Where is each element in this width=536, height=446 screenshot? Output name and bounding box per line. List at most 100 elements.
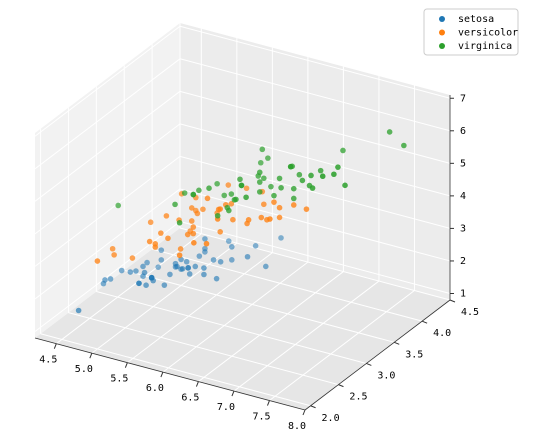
data-point [228, 201, 235, 207]
data-point [271, 199, 277, 205]
grid-line [34, 90, 181, 202]
data-point [127, 269, 134, 275]
y-tick-label: 3.0 [377, 370, 395, 381]
data-point [255, 173, 262, 179]
data-point [386, 129, 393, 135]
data-point [194, 210, 201, 217]
data-point [202, 236, 208, 242]
x-tick-label: 6.0 [146, 383, 164, 394]
left-pane [35, 23, 180, 338]
data-point [147, 219, 154, 226]
data-point [244, 253, 251, 260]
grid-line [96, 290, 367, 364]
data-point [331, 171, 337, 178]
data-point [163, 213, 170, 219]
data-point [115, 202, 121, 209]
x-tick [195, 381, 199, 387]
data-point [290, 195, 297, 202]
data-point [243, 185, 250, 192]
data-point [221, 192, 228, 199]
y-tick-label: 4.0 [433, 328, 451, 339]
x-tick [231, 390, 235, 397]
floor-pane [35, 228, 450, 410]
y-axis [304, 299, 451, 411]
data-point [118, 267, 125, 274]
data-point [278, 235, 284, 241]
legend-label: setosa [458, 14, 494, 25]
data-point [340, 147, 346, 154]
data-point [202, 245, 208, 252]
data-point [299, 177, 306, 184]
x-tick [267, 400, 270, 406]
data-point [192, 263, 199, 270]
grid-line [151, 248, 423, 322]
data-point [188, 205, 195, 211]
data-point [237, 176, 243, 183]
data-point [129, 255, 136, 261]
data-point [229, 244, 235, 250]
grid-line [56, 233, 202, 345]
legend-marker [439, 16, 445, 22]
y-tick [366, 362, 372, 366]
data-point [181, 190, 188, 196]
grid-line [127, 252, 273, 364]
x-tick-label: 6.5 [181, 393, 199, 404]
data-point [276, 214, 283, 221]
data-point [228, 191, 235, 197]
data-point [217, 228, 223, 235]
data-point [262, 263, 269, 270]
data-point [191, 240, 197, 246]
data-point [136, 280, 142, 287]
data-point [143, 282, 149, 289]
data-point [201, 271, 207, 278]
data-point [144, 259, 150, 266]
data-point [196, 253, 203, 259]
data-point [141, 269, 148, 276]
x-tick [53, 343, 57, 349]
data-point [309, 185, 316, 191]
data-point [238, 182, 245, 189]
data-point [296, 171, 303, 178]
x-axis [34, 337, 306, 411]
y-tick [421, 320, 428, 324]
y-tick-label: 3.5 [405, 349, 423, 360]
data-point [257, 159, 264, 166]
data-point [258, 214, 265, 221]
data-point [243, 194, 249, 201]
data-point [256, 189, 263, 195]
data-point [335, 164, 341, 170]
data-point [267, 216, 273, 222]
data-point [214, 180, 220, 187]
grid-line [198, 271, 344, 382]
data-point [152, 244, 159, 250]
axes: 4.5 5.0 5.5 6.0 6.5 7.0 7.5 8.0 2.0 2.5 3.0 3.5 4.0 4… [34, 93, 479, 432]
x-tick [160, 371, 164, 378]
data-point [214, 212, 221, 219]
data-point [215, 206, 222, 213]
x-tick-label: 7.0 [217, 402, 235, 413]
grid-line [179, 227, 451, 301]
data-point [111, 252, 117, 258]
data-point [308, 172, 314, 179]
data-point [303, 206, 310, 212]
data-point [158, 247, 165, 253]
legend-box [423, 8, 519, 56]
data-point [167, 271, 173, 278]
z-tick-label: 5 [460, 158, 466, 169]
data-point [155, 264, 162, 270]
data-point [225, 182, 232, 188]
data-point [224, 204, 231, 211]
y-tick [394, 341, 400, 345]
z-tick-label: 2 [460, 256, 466, 267]
data-point [290, 185, 297, 192]
data-point [401, 142, 407, 149]
data-point [200, 206, 206, 213]
data-point [276, 204, 283, 211]
data-point [225, 238, 232, 244]
data-point [244, 220, 250, 227]
data-point [268, 183, 274, 190]
data-point [188, 218, 195, 224]
x-tick-label: 7.5 [252, 412, 270, 423]
data-point [317, 167, 324, 174]
